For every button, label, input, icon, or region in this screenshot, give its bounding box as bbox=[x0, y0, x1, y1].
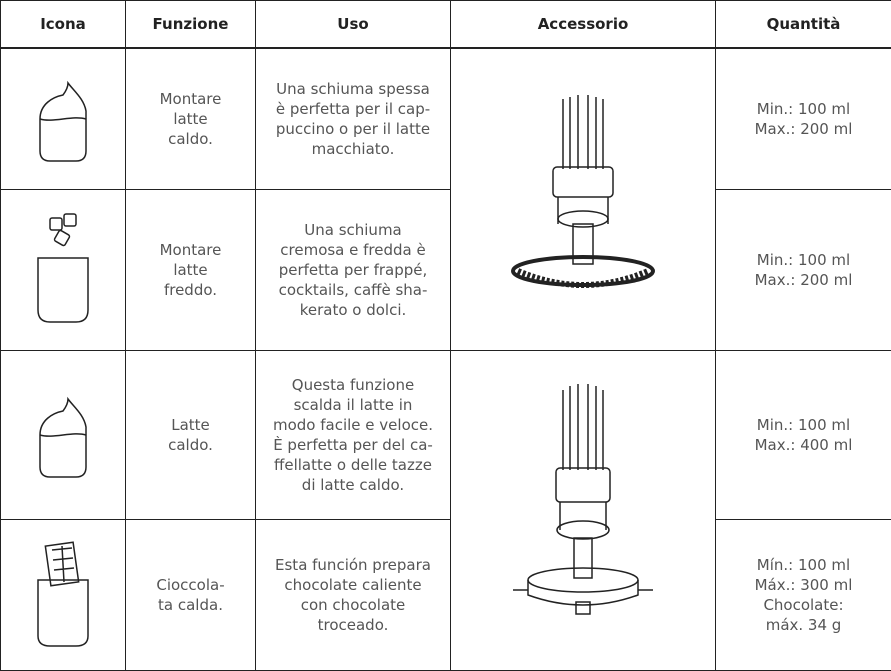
row: Montare latte caldo. Una schiuma spessa … bbox=[1, 48, 891, 190]
row: Cioccola- ta calda. Esta función prepara… bbox=[1, 519, 891, 670]
quantity-cell: Mín.: 100 ml Máx.: 300 ml Chocolate: máx… bbox=[716, 519, 891, 670]
function-cell: Montare latte freddo. bbox=[126, 189, 256, 350]
icon-cell bbox=[1, 519, 126, 670]
function-cell: Latte caldo. bbox=[126, 350, 256, 519]
accessory-cell bbox=[451, 48, 716, 351]
hot-milk-icon bbox=[28, 385, 98, 485]
heating-whisk-drawing bbox=[498, 380, 668, 640]
header-cell: Uso bbox=[256, 1, 451, 48]
chocolate-icon bbox=[28, 540, 98, 650]
header-row: Icona Funzione Uso Accessorio Quantità bbox=[1, 1, 891, 48]
icon-cell bbox=[1, 189, 126, 350]
quantity-cell: Min.: 100 ml Max.: 400 ml bbox=[716, 350, 891, 519]
use-cell: Una schiuma spessa è perfetta per il cap… bbox=[256, 48, 451, 190]
cold-milk-icon bbox=[28, 210, 98, 330]
icon-cell bbox=[1, 350, 126, 519]
accessory-cell bbox=[451, 350, 716, 670]
use-cell: Una schiuma cremosa e fredda è perfetta … bbox=[256, 189, 451, 350]
quantity-cell: Min.: 100 ml Max.: 200 ml bbox=[716, 48, 891, 190]
page: Icona Funzione Uso Accessorio Quantità M… bbox=[0, 0, 891, 623]
use-cell: Esta función prepara chocolate caliente … bbox=[256, 519, 451, 670]
use-cell: Questa funzione scalda il latte in modo … bbox=[256, 350, 451, 519]
header-cell: Funzione bbox=[126, 1, 256, 48]
icon-cell bbox=[1, 48, 126, 190]
quantity-cell: Min.: 100 ml Max.: 200 ml bbox=[716, 189, 891, 350]
hot-milk-icon bbox=[28, 69, 98, 169]
row: Montare latte freddo. Una schiuma cremos… bbox=[1, 189, 891, 350]
header-cell: Accessorio bbox=[451, 1, 716, 48]
frothing-whisk-drawing bbox=[498, 89, 668, 309]
header-cell: Icona bbox=[1, 1, 126, 48]
function-cell: Montare latte caldo. bbox=[126, 48, 256, 190]
header-cell: Quantità bbox=[716, 1, 891, 48]
function-cell: Cioccola- ta calda. bbox=[126, 519, 256, 670]
row: Latte caldo. Questa funzione scalda il l… bbox=[1, 350, 891, 519]
